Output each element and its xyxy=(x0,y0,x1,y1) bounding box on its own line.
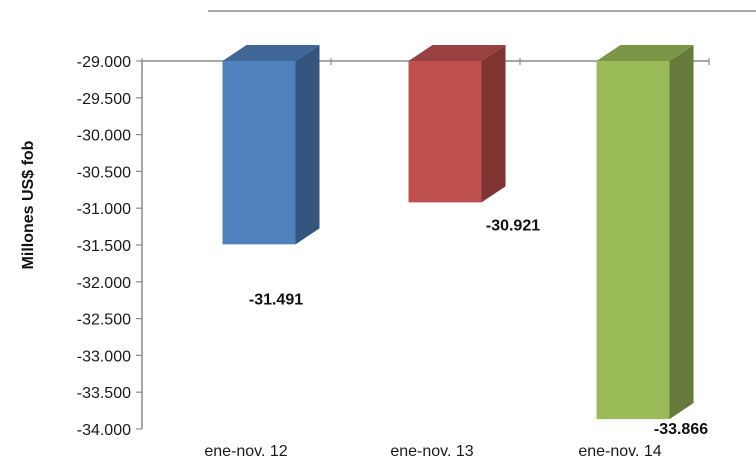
data-labels: -31.491 -30.921 -33.866 xyxy=(249,217,708,438)
y-tick-label: -31.000 xyxy=(77,201,131,218)
y-axis-ticks: -29.000 -29.500 -30.000 -30.500 -31.000 -31.5… xyxy=(77,54,142,439)
y-tick-label: -33.500 xyxy=(77,385,131,402)
bar-side xyxy=(669,45,694,420)
bar-front xyxy=(222,61,296,245)
bar-side xyxy=(295,45,320,245)
x-tick-label: ene-nov. 12 xyxy=(204,443,287,460)
bar-front xyxy=(596,61,670,420)
bar-top xyxy=(222,45,320,61)
bar-side xyxy=(481,45,506,203)
x-tick-label: ene-nov. 13 xyxy=(390,443,473,460)
y-tick-label: -34.000 xyxy=(77,422,131,439)
bar-top xyxy=(408,45,506,61)
bar xyxy=(408,45,506,203)
bars xyxy=(222,45,694,420)
y-axis-title: Millones US$ fob xyxy=(20,140,37,269)
data-label: -30.921 xyxy=(486,217,540,234)
y-tick-label: -30.500 xyxy=(77,164,131,181)
y-tick-label: -33.000 xyxy=(77,348,131,365)
data-label: -31.491 xyxy=(249,291,303,308)
y-tick-label: -29.000 xyxy=(77,54,131,71)
data-label: -33.866 xyxy=(654,421,708,438)
x-tick-label: ene-nov. 14 xyxy=(578,443,661,460)
bar-top xyxy=(596,45,694,61)
y-tick-label: -32.000 xyxy=(77,275,131,292)
bar-front xyxy=(408,61,482,203)
y-tick-label: -31.500 xyxy=(77,238,131,255)
bar xyxy=(222,45,320,245)
y-tick-label: -32.500 xyxy=(77,312,131,329)
y-tick-label: -29.500 xyxy=(77,91,131,108)
x-axis-labels: ene-nov. 12 ene-nov. 13 ene-nov. 14 xyxy=(204,443,661,460)
y-tick-label: -30.000 xyxy=(77,128,131,145)
bar xyxy=(596,45,694,420)
